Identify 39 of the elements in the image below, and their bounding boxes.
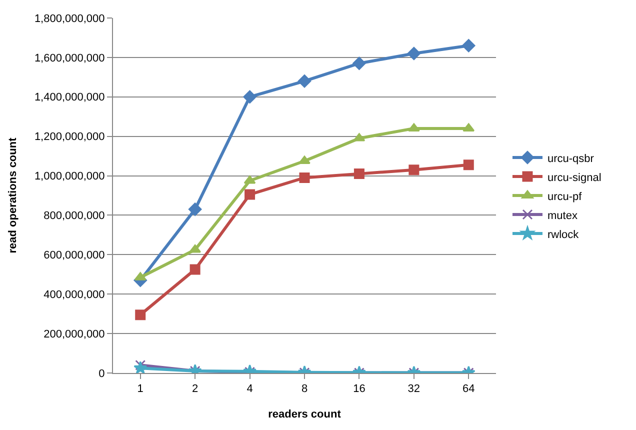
y-tick-label: 800,000,000	[44, 210, 105, 222]
x-tick-label: 1	[137, 383, 144, 396]
point	[462, 39, 476, 52]
y-tick-label: 1,000,000,000	[34, 170, 105, 183]
x-tick-label: 4	[246, 383, 253, 396]
point	[407, 46, 421, 60]
point	[244, 175, 256, 184]
y-tick-label: 1,200,000,000	[34, 131, 105, 144]
point	[189, 244, 202, 253]
x-tick-label: 16	[353, 383, 366, 396]
point	[354, 168, 364, 180]
point	[408, 164, 420, 176]
point	[134, 361, 148, 373]
x-axis-title: readers count	[268, 408, 342, 420]
y-tick-label: 200,000,000	[44, 328, 105, 340]
legend-label: urcu-pf	[547, 190, 583, 203]
point	[352, 56, 366, 70]
point	[188, 202, 202, 216]
x-tick-label: 2	[192, 383, 198, 396]
legend-label: rwlock	[547, 228, 580, 241]
point	[298, 156, 310, 164]
y-tick-label: 1,400,000,000	[34, 92, 105, 104]
y-tick-label: 1,800,000,000	[34, 12, 105, 25]
y-tick-label: 400,000,000	[44, 288, 105, 301]
point	[299, 172, 310, 183]
y-tick-label: 1,600,000,000	[34, 52, 105, 64]
y-tick-label: 0	[98, 368, 105, 380]
x-tick-label: 32	[408, 383, 420, 396]
x-tick-label: 64	[462, 383, 475, 396]
legend-label: urcu-qsbr	[547, 152, 594, 165]
point	[243, 90, 256, 104]
point	[298, 74, 312, 88]
y-axis-title: read operations count	[7, 137, 20, 254]
legend-label: mutex	[547, 210, 578, 222]
x-tick-label: 8	[301, 383, 308, 396]
point	[463, 160, 474, 170]
y-tick-label: 600,000,000	[44, 250, 105, 262]
point	[244, 189, 256, 200]
legend-label: urcu-signal	[547, 172, 602, 184]
